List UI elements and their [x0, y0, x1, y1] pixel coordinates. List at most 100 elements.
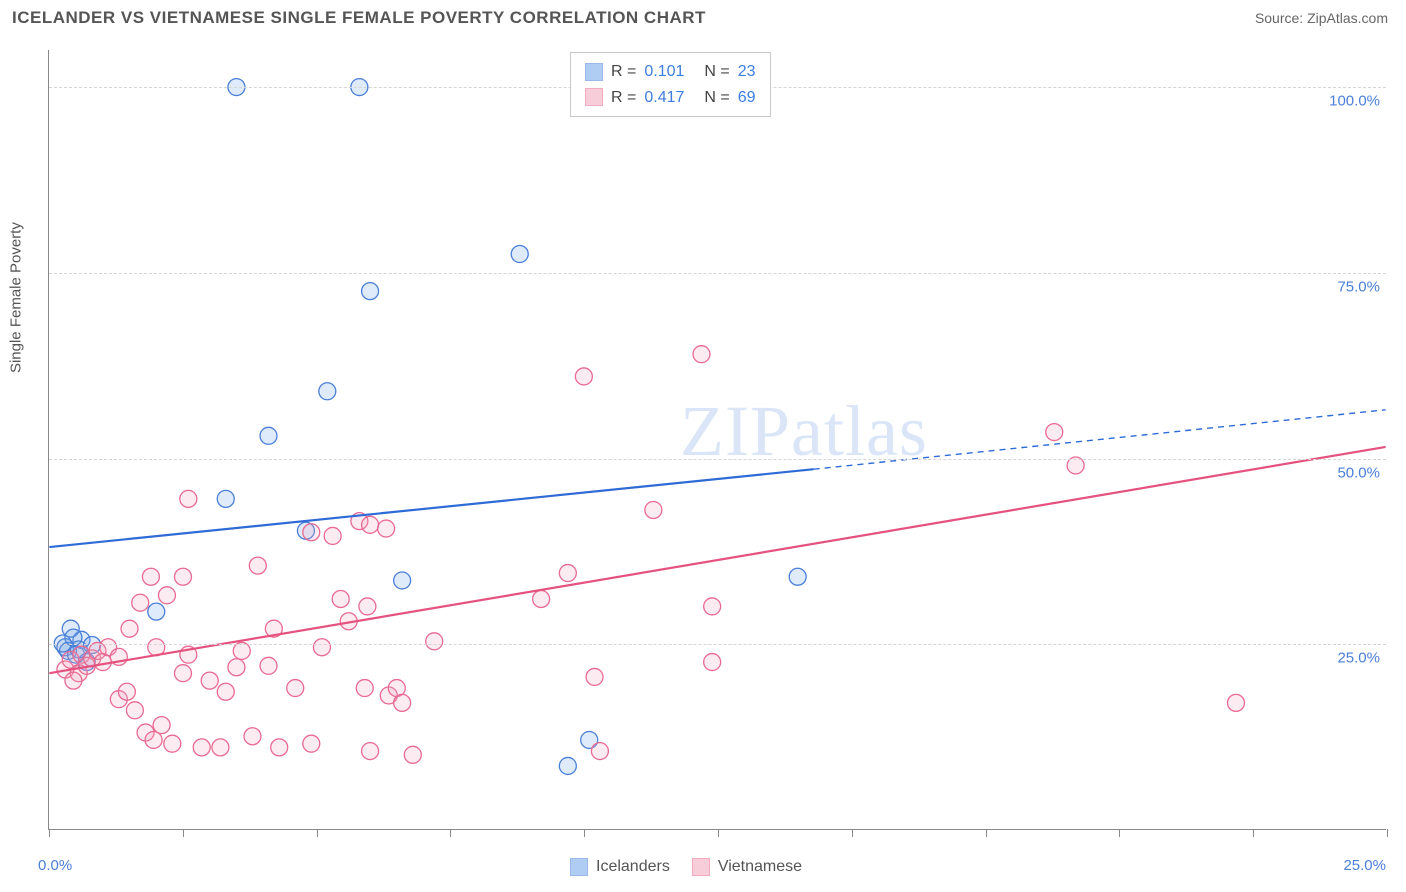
trend-line-vietnamese: [49, 447, 1385, 673]
r-value-icelanders: 0.101: [644, 59, 684, 85]
data-point-vietnamese: [121, 620, 138, 637]
data-point-vietnamese: [142, 568, 159, 585]
data-point-icelanders: [394, 572, 411, 589]
r-label: R =: [611, 59, 636, 85]
n-label: N =: [704, 85, 729, 111]
n-value-icelanders: 23: [738, 59, 756, 85]
y-tick-label: 25.0%: [1337, 650, 1388, 667]
data-point-vietnamese: [378, 520, 395, 537]
data-point-vietnamese: [287, 680, 304, 697]
data-point-vietnamese: [174, 665, 191, 682]
x-tick: [718, 829, 719, 837]
data-point-vietnamese: [212, 739, 229, 756]
data-point-icelanders: [362, 283, 379, 300]
data-point-vietnamese: [362, 743, 379, 760]
y-tick-label: 100.0%: [1329, 93, 1388, 110]
data-point-vietnamese: [303, 524, 320, 541]
series-legend: Icelanders Vietnamese: [570, 858, 802, 876]
gridline-h: [49, 273, 1386, 274]
data-point-icelanders: [789, 568, 806, 585]
data-point-icelanders: [559, 757, 576, 774]
data-point-vietnamese: [244, 728, 261, 745]
data-point-vietnamese: [362, 516, 379, 533]
data-point-vietnamese: [704, 654, 721, 671]
scatter-plot-svg: [49, 50, 1386, 829]
data-point-vietnamese: [132, 594, 149, 611]
data-point-vietnamese: [313, 639, 330, 656]
r-label: R =: [611, 85, 636, 111]
legend-item-icelanders: Icelanders: [570, 858, 670, 876]
x-tick: [49, 829, 50, 837]
data-point-vietnamese: [271, 739, 288, 756]
data-point-vietnamese: [65, 672, 82, 689]
correlation-legend: R = 0.101 N = 23 R = 0.417 N = 69: [570, 52, 771, 117]
data-point-icelanders: [260, 427, 277, 444]
data-point-vietnamese: [332, 591, 349, 608]
r-value-vietnamese: 0.417: [644, 85, 684, 111]
data-point-vietnamese: [559, 565, 576, 582]
data-point-vietnamese: [249, 557, 266, 574]
data-point-vietnamese: [1227, 694, 1244, 711]
legend-label-vietnamese: Vietnamese: [718, 858, 802, 876]
data-point-icelanders: [148, 603, 165, 620]
data-point-vietnamese: [404, 746, 421, 763]
data-point-vietnamese: [1046, 424, 1063, 441]
data-point-vietnamese: [359, 598, 376, 615]
data-point-vietnamese: [193, 739, 210, 756]
legend-swatch-bottom-vietnamese: [692, 858, 710, 876]
x-tick: [183, 829, 184, 837]
data-point-vietnamese: [153, 717, 170, 734]
data-point-icelanders: [319, 383, 336, 400]
chart-title: ICELANDER VS VIETNAMESE SINGLE FEMALE PO…: [12, 8, 706, 28]
x-tick: [450, 829, 451, 837]
data-point-vietnamese: [533, 591, 550, 608]
legend-row-icelanders: R = 0.101 N = 23: [585, 59, 756, 85]
n-label: N =: [704, 59, 729, 85]
data-point-vietnamese: [260, 657, 277, 674]
x-tick: [1253, 829, 1254, 837]
source-label: Source:: [1255, 10, 1303, 26]
y-tick-label: 50.0%: [1337, 464, 1388, 481]
y-axis-title: Single Female Poverty: [8, 222, 25, 373]
legend-swatch-bottom-icelanders: [570, 858, 588, 876]
trend-line-icelanders: [49, 469, 813, 547]
data-point-vietnamese: [303, 735, 320, 752]
legend-swatch-vietnamese: [585, 88, 603, 106]
data-point-vietnamese: [180, 490, 197, 507]
trend-line-dashed-icelanders: [814, 410, 1386, 469]
x-tick: [317, 829, 318, 837]
data-point-vietnamese: [174, 568, 191, 585]
chart-header: ICELANDER VS VIETNAMESE SINGLE FEMALE PO…: [0, 0, 1406, 36]
legend-row-vietnamese: R = 0.417 N = 69: [585, 85, 756, 111]
chart-plot-area: 25.0% 50.0% 75.0% 100.0%: [48, 50, 1386, 830]
x-tick: [1119, 829, 1120, 837]
x-axis-label-max: 25.0%: [1343, 857, 1386, 874]
legend-item-vietnamese: Vietnamese: [692, 858, 802, 876]
data-point-vietnamese: [693, 346, 710, 363]
data-point-vietnamese: [591, 743, 608, 760]
legend-swatch-icelanders: [585, 63, 603, 81]
data-point-vietnamese: [394, 694, 411, 711]
data-point-icelanders: [217, 490, 234, 507]
data-point-vietnamese: [228, 659, 245, 676]
data-point-vietnamese: [575, 368, 592, 385]
n-value-vietnamese: 69: [738, 85, 756, 111]
data-point-vietnamese: [164, 735, 181, 752]
legend-label-icelanders: Icelanders: [596, 858, 670, 876]
x-tick: [1387, 829, 1388, 837]
data-point-vietnamese: [118, 683, 135, 700]
source-attribution: Source: ZipAtlas.com: [1255, 10, 1388, 26]
x-axis-label-min: 0.0%: [38, 857, 72, 874]
y-tick-label: 75.0%: [1337, 278, 1388, 295]
x-tick: [986, 829, 987, 837]
data-point-vietnamese: [126, 702, 143, 719]
x-tick: [852, 829, 853, 837]
data-point-vietnamese: [201, 672, 218, 689]
data-point-vietnamese: [158, 587, 175, 604]
data-point-icelanders: [511, 246, 528, 263]
data-point-vietnamese: [704, 598, 721, 615]
data-point-vietnamese: [586, 668, 603, 685]
x-tick: [584, 829, 585, 837]
data-point-vietnamese: [324, 527, 341, 544]
source-name: ZipAtlas.com: [1307, 10, 1388, 26]
